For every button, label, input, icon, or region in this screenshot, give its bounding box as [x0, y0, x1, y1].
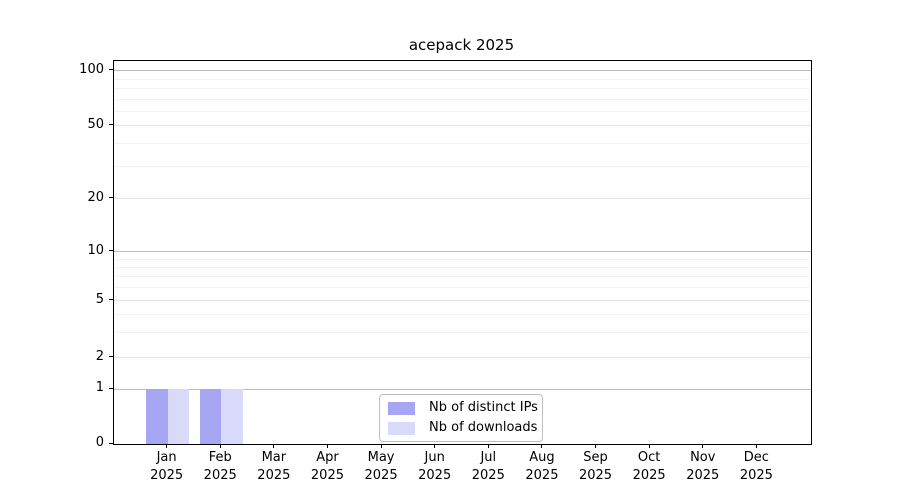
x-tick-year: 2025 [578, 468, 613, 483]
x-tick-mark [702, 444, 704, 448]
x-tick-label: Nov 2025 [675, 449, 731, 485]
x-tick-label: Apr 2025 [299, 449, 355, 485]
x-tick-year: 2025 [632, 468, 666, 483]
x-tick-month: Mar [261, 450, 287, 465]
y-tick-label: 1 [95, 380, 104, 395]
gridline-major [114, 125, 811, 127]
x-tick-mark [326, 444, 328, 448]
gridline-major [114, 251, 811, 252]
y-tick-label: 50 [87, 116, 104, 132]
x-tick-month: Oct [637, 450, 661, 465]
y-tick-label: 2 [95, 348, 104, 364]
x-tick-label: Aug 2025 [514, 449, 570, 485]
bar-downloads [167, 389, 190, 444]
gridline-minor [114, 78, 811, 80]
gridline-minor [114, 143, 811, 145]
x-tick-label: Jul 2025 [460, 449, 516, 485]
x-tick-year: 2025 [310, 468, 344, 483]
y-tick-label: 0 [95, 435, 104, 450]
x-tick-month: Sep [583, 450, 608, 465]
x-tick-mark [595, 444, 597, 448]
y-tick-label: 100 [79, 61, 104, 77]
y-tick-mark [109, 250, 113, 251]
legend-label: Nb of downloads [429, 420, 538, 435]
bar-distinct-ips [199, 389, 222, 444]
legend-swatch [388, 401, 415, 415]
x-tick-year: 2025 [418, 468, 452, 483]
x-tick-year: 2025 [364, 468, 398, 483]
y-tick-mark [109, 299, 113, 301]
gridline-minor [114, 111, 811, 113]
gridline-minor [114, 276, 811, 278]
x-tick-year: 2025 [739, 468, 773, 483]
x-tick-label: Sep 2025 [568, 449, 624, 485]
x-tick-mark [380, 444, 382, 448]
x-tick-mark [487, 444, 489, 448]
gridline-minor [114, 98, 811, 100]
x-tick-label: Jun 2025 [407, 449, 463, 485]
gridline-major [114, 388, 811, 390]
x-tick-year: 2025 [257, 468, 291, 483]
gridline-major [114, 300, 811, 302]
x-tick-label: Dec 2025 [728, 449, 784, 485]
x-tick-label: Mar 2025 [246, 449, 302, 485]
gridline-minor [114, 332, 811, 333]
legend-row: Nb of distinct IPs [388, 401, 538, 415]
x-tick-month: Jan [156, 450, 177, 465]
x-tick-mark [219, 444, 221, 448]
x-tick-label: Oct 2025 [621, 449, 677, 485]
y-tick-mark [109, 69, 113, 71]
legend-row: Nb of downloads [388, 420, 538, 435]
x-tick-month: Aug [529, 450, 555, 465]
y-tick-mark [109, 356, 113, 358]
x-tick-month: Apr [316, 450, 339, 465]
x-tick-label: Feb 2025 [192, 449, 248, 485]
y-tick-mark [109, 387, 113, 389]
y-tick-mark [109, 124, 113, 126]
bar-downloads [221, 389, 243, 444]
gridline-minor [114, 266, 811, 268]
gridline-minor [114, 258, 811, 260]
legend-label: Nb of distinct IPs [429, 400, 538, 415]
x-tick-mark [648, 444, 650, 448]
x-tick-month: Feb [208, 450, 232, 465]
x-tick-year: 2025 [471, 468, 505, 483]
x-tick-mark [755, 444, 757, 448]
x-tick-year: 2025 [525, 468, 559, 483]
gridline-minor [114, 287, 811, 289]
x-tick-mark [273, 444, 275, 448]
x-tick-label: Jan 2025 [139, 449, 195, 485]
gridline-major [114, 198, 811, 200]
x-tick-mark [166, 444, 168, 448]
gridline-minor [114, 88, 811, 90]
gridline-major [114, 70, 811, 72]
y-tick-mark [109, 442, 113, 444]
plot-area: Nb of distinct IPs Nb of downloads [113, 60, 812, 445]
y-tick-label: 20 [87, 189, 104, 205]
y-tick-mark [109, 197, 113, 199]
x-tick-month: Dec [743, 450, 769, 465]
gridline-major [114, 357, 811, 359]
x-tick-year: 2025 [203, 468, 237, 483]
x-tick-month: May [367, 450, 395, 465]
y-tick-label: 10 [87, 242, 104, 258]
x-tick-mark [541, 444, 543, 448]
gridline-minor [114, 314, 811, 316]
x-tick-month: Jun [424, 450, 445, 465]
legend-swatch [388, 421, 415, 435]
x-tick-month: Jul [480, 450, 497, 465]
x-tick-year: 2025 [686, 468, 720, 483]
x-tick-month: Nov [690, 450, 716, 465]
x-tick-mark [434, 444, 436, 448]
chart-title: acepack 2025 [408, 36, 515, 54]
legend: Nb of distinct IPs Nb of downloads [379, 394, 543, 442]
gridline-minor [114, 166, 811, 168]
x-tick-year: 2025 [150, 468, 184, 483]
y-tick-label: 5 [95, 291, 104, 307]
bar-distinct-ips [146, 389, 168, 444]
x-tick-label: May 2025 [353, 449, 409, 485]
